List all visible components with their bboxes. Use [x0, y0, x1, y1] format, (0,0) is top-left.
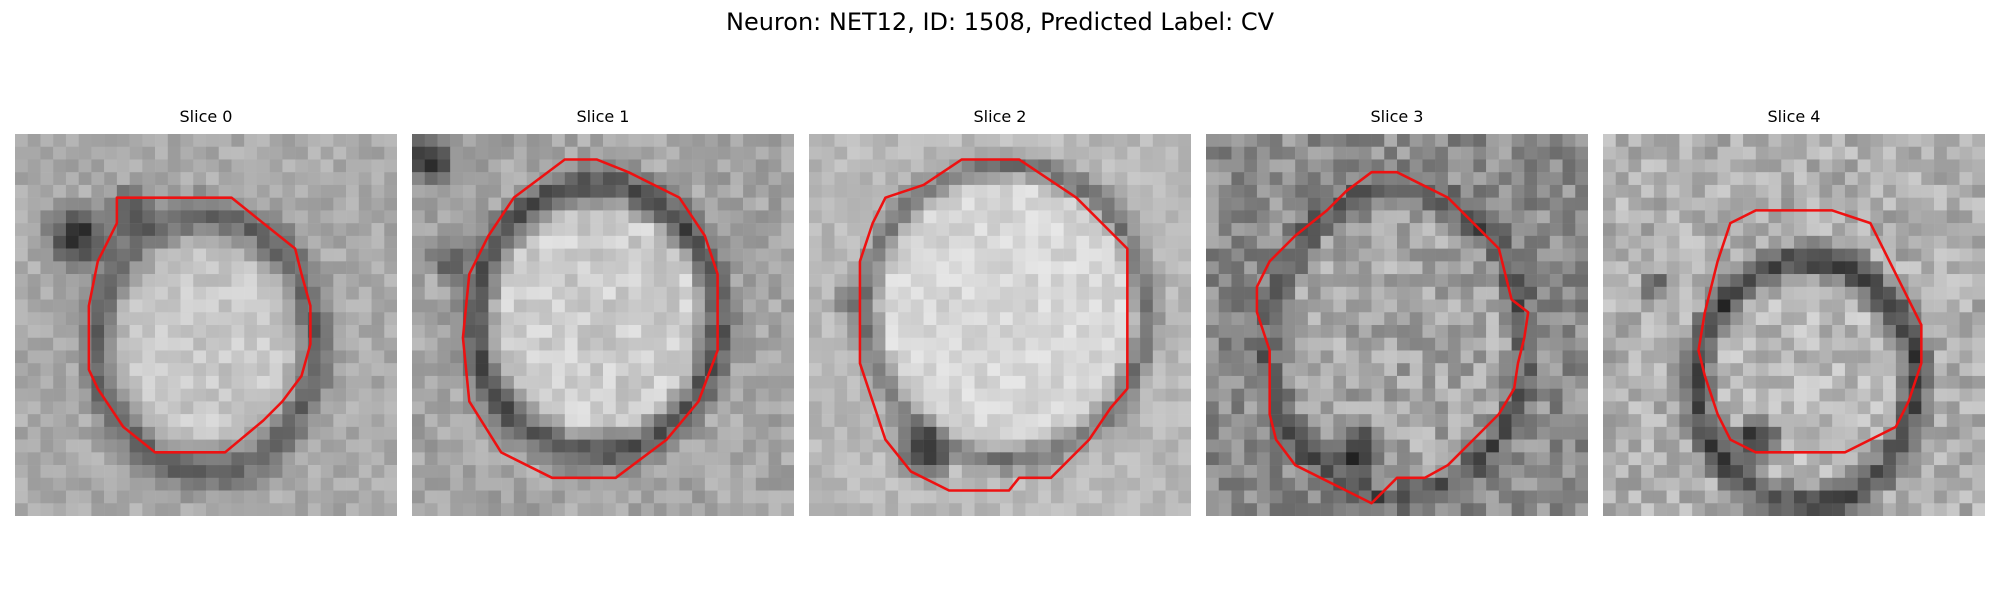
slice-title: Slice 2	[809, 106, 1191, 128]
slice-image	[15, 134, 397, 516]
slice-image	[412, 134, 794, 516]
slice-title: Slice 1	[412, 106, 794, 128]
slice-title: Slice 4	[1603, 106, 1985, 128]
slice-image	[1603, 134, 1985, 516]
slice-image	[809, 134, 1191, 516]
slice-title: Slice 3	[1206, 106, 1588, 128]
figure-title: Neuron: NET12, ID: 1508, Predicted Label…	[0, 6, 2000, 38]
slice-image	[1206, 134, 1588, 516]
slice-title: Slice 0	[15, 106, 397, 128]
